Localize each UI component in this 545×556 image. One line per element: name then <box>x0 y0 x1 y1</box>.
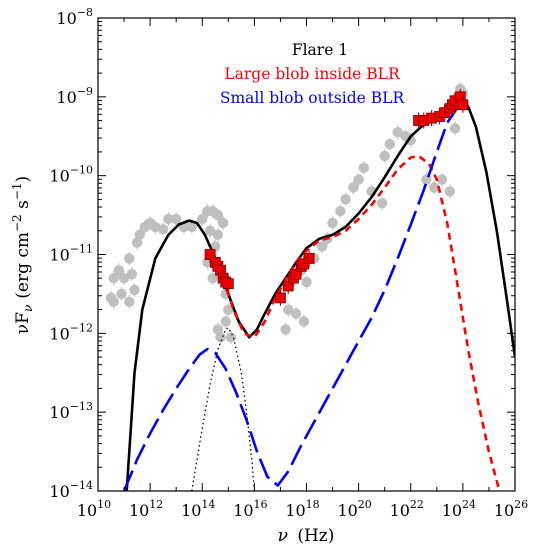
legend: Flare 1 Large blob inside BLR Small blob… <box>220 41 406 107</box>
archival-point <box>421 174 432 185</box>
archival-point <box>384 138 396 150</box>
svg-text:νFν(erg cm−2 s−1): νFν (erg cm−2 s−1) <box>10 176 35 334</box>
archival-point <box>376 198 388 209</box>
x-tick-label: 1012 <box>129 498 163 520</box>
y-tick-label: 10−13 <box>49 400 93 422</box>
flare-point <box>275 292 286 304</box>
y-axis-main: νF <box>13 312 33 334</box>
curve-total <box>125 101 515 491</box>
archival-point <box>348 182 359 193</box>
y-tick-label: 10−9 <box>56 85 93 107</box>
y-tick-label: 10−12 <box>49 321 93 343</box>
archival-point <box>358 162 370 173</box>
y-axis-sub: ν <box>21 305 35 312</box>
archival-point <box>212 229 224 240</box>
archival-point <box>220 316 231 327</box>
archival-point <box>392 127 403 138</box>
legend-large-blob: Large blob inside BLR <box>224 65 401 83</box>
archival-point <box>353 174 364 185</box>
archival-point <box>124 296 135 307</box>
archival-point <box>170 213 182 225</box>
archival-point <box>335 205 346 217</box>
model-curves-layer <box>122 101 515 491</box>
y-tick-label: 10−14 <box>49 479 93 501</box>
archival-point <box>225 332 237 343</box>
archival-point <box>301 276 312 288</box>
x-tick-label: 1022 <box>390 498 424 520</box>
y-axis-mid: s <box>13 200 33 214</box>
x-tick-label: 1018 <box>285 498 319 520</box>
archival-point <box>449 123 461 134</box>
archival-point <box>197 213 208 225</box>
archival-point <box>223 304 234 315</box>
archival-point <box>204 225 216 237</box>
flare-point <box>222 278 234 290</box>
archival-point <box>118 272 130 284</box>
y-tick-label: 10−10 <box>49 164 93 186</box>
archival-point <box>215 332 226 343</box>
archival-point <box>340 194 351 205</box>
archival-point <box>157 224 169 235</box>
archival-point <box>163 213 174 225</box>
archival-point <box>129 284 140 296</box>
flare-point <box>303 253 315 264</box>
axis-ticks: 1010 1012 1014 1016 1018 1020 1022 1024 1026 10−1… <box>49 6 528 520</box>
archival-point <box>150 221 161 233</box>
x-tick-label: 1010 <box>77 498 111 520</box>
x-tick-label: 1024 <box>442 498 476 520</box>
archival-point <box>217 217 229 229</box>
y-axis-exp1: −2 <box>10 214 24 232</box>
curve-small-blob <box>122 105 464 491</box>
svg-text:ν (Hz): ν (Hz) <box>278 526 335 546</box>
x-tick-label: 1026 <box>494 498 528 520</box>
archival-point <box>113 265 125 276</box>
archival-point <box>124 253 135 264</box>
curve-disk <box>191 327 256 491</box>
y-axis-title: νFν (erg cm−2 s−1) <box>10 176 35 334</box>
y-axis-exp2: −1 <box>10 182 24 200</box>
archival-point <box>280 324 291 335</box>
x-axis-unit: (Hz) <box>297 526 334 546</box>
archival-point <box>327 217 338 229</box>
archival-point <box>134 229 145 240</box>
archival-point <box>379 150 390 162</box>
legend-small-blob: Small blob outside BLR <box>220 89 406 107</box>
x-axis-title: ν (Hz) <box>278 526 335 546</box>
archival-point <box>108 296 119 307</box>
x-tick-label: 1014 <box>181 498 215 520</box>
archival-point <box>298 316 310 327</box>
flare-data-layer <box>204 88 469 306</box>
archival-point <box>444 186 456 197</box>
y-axis-unit: (erg cm <box>13 232 33 299</box>
archival-point <box>126 269 138 280</box>
archival-point <box>429 182 440 193</box>
archival-point <box>212 209 224 221</box>
archival-point <box>316 241 328 252</box>
x-tick-label: 1016 <box>233 498 267 520</box>
archival-point <box>283 304 294 315</box>
archival-point <box>186 221 198 233</box>
archival-point <box>108 272 119 284</box>
archival-point <box>436 174 448 185</box>
flare-point <box>457 99 469 111</box>
curve-large-blob <box>221 154 501 491</box>
archival-point <box>405 134 416 146</box>
x-tick-label: 1020 <box>337 498 371 520</box>
archival-point <box>116 288 127 300</box>
y-tick-label: 10−11 <box>49 243 93 265</box>
archival-point <box>290 308 302 319</box>
legend-flare-1: Flare 1 <box>292 41 348 59</box>
y-tick-label: 10−8 <box>56 6 93 28</box>
y-axis-end: ) <box>13 176 33 183</box>
x-axis-variable: ν <box>278 526 288 546</box>
